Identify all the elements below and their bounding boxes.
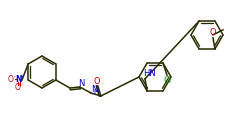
Text: H: H [94,89,99,95]
Text: O: O [210,28,216,37]
Text: N: N [78,78,84,88]
Text: HN: HN [144,69,156,78]
Text: Cl: Cl [164,76,172,85]
Text: N: N [91,86,97,94]
Text: O: O [15,82,21,92]
Text: O: O [8,74,14,84]
Text: -: - [13,74,15,79]
Text: +: + [19,74,24,79]
Text: O: O [94,76,100,86]
Text: N: N [15,74,21,84]
